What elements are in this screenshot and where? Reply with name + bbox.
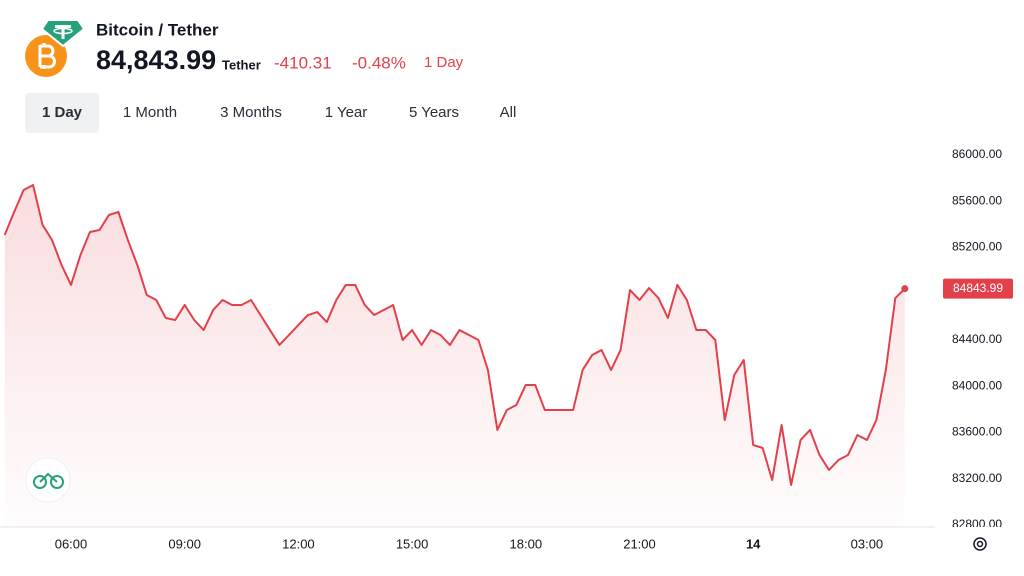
y-tick-label: 85600.00 <box>952 193 1002 207</box>
area <box>4 185 905 527</box>
line <box>3 184 906 486</box>
x-tick-label: 09:00 <box>168 536 201 551</box>
plot-area: 82800.0083200.0083600.0084000.0084400.00… <box>3 147 1013 531</box>
x-tick-label: 14 <box>746 536 761 551</box>
tab[interactable]: 1 Year <box>325 104 368 121</box>
y-tick-label: 83200.00 <box>952 471 1002 485</box>
tab[interactable]: 5 Years <box>409 104 459 121</box>
y-tick-label: 85200.00 <box>952 240 1002 254</box>
x-tick-label: 15:00 <box>396 536 429 551</box>
pair-title: Bitcoin / Tether <box>96 20 219 39</box>
tab[interactable]: 1 Month <box>123 104 177 121</box>
x-axis: 06:00 09:00 12:00 15:00 18:00 21:00 14 03:00 <box>55 536 883 551</box>
x-tick-label: 03:00 <box>851 536 884 551</box>
tether-icon <box>40 19 86 48</box>
y-tick-label: 84400.00 <box>952 332 1002 346</box>
change-percent: -0.48% <box>352 53 406 72</box>
period: 1 Day <box>424 54 464 71</box>
change: -410.31 <box>274 53 332 72</box>
y-tick-label: 84000.00 <box>952 378 1002 392</box>
price-tag <box>943 278 1013 299</box>
tab[interactable]: 3 Months <box>220 104 282 121</box>
x-axis-band <box>0 527 1024 576</box>
x-tick-label: 18:00 <box>510 536 543 551</box>
x-tick-label: 06:00 <box>55 536 88 551</box>
x-tick-label: 12:00 <box>282 536 315 551</box>
bitcoin-icon <box>25 35 67 77</box>
price-tag-label: 84843.99 <box>953 281 1003 295</box>
quote-currency: Tether <box>222 57 261 72</box>
y-tick-label: 83600.00 <box>952 425 1002 439</box>
logo-button[interactable] <box>25 457 71 503</box>
tab[interactable]: All <box>500 104 517 121</box>
price: 84,843.99 <box>96 45 216 75</box>
last-point <box>901 285 909 293</box>
x-tick-label: 21:00 <box>623 536 656 551</box>
tab-selected-bg <box>25 93 99 133</box>
y-tick-label: 86000.00 <box>952 147 1002 161</box>
settings-button[interactable] <box>973 537 987 551</box>
tab[interactable]: 1 Day <box>42 104 83 121</box>
